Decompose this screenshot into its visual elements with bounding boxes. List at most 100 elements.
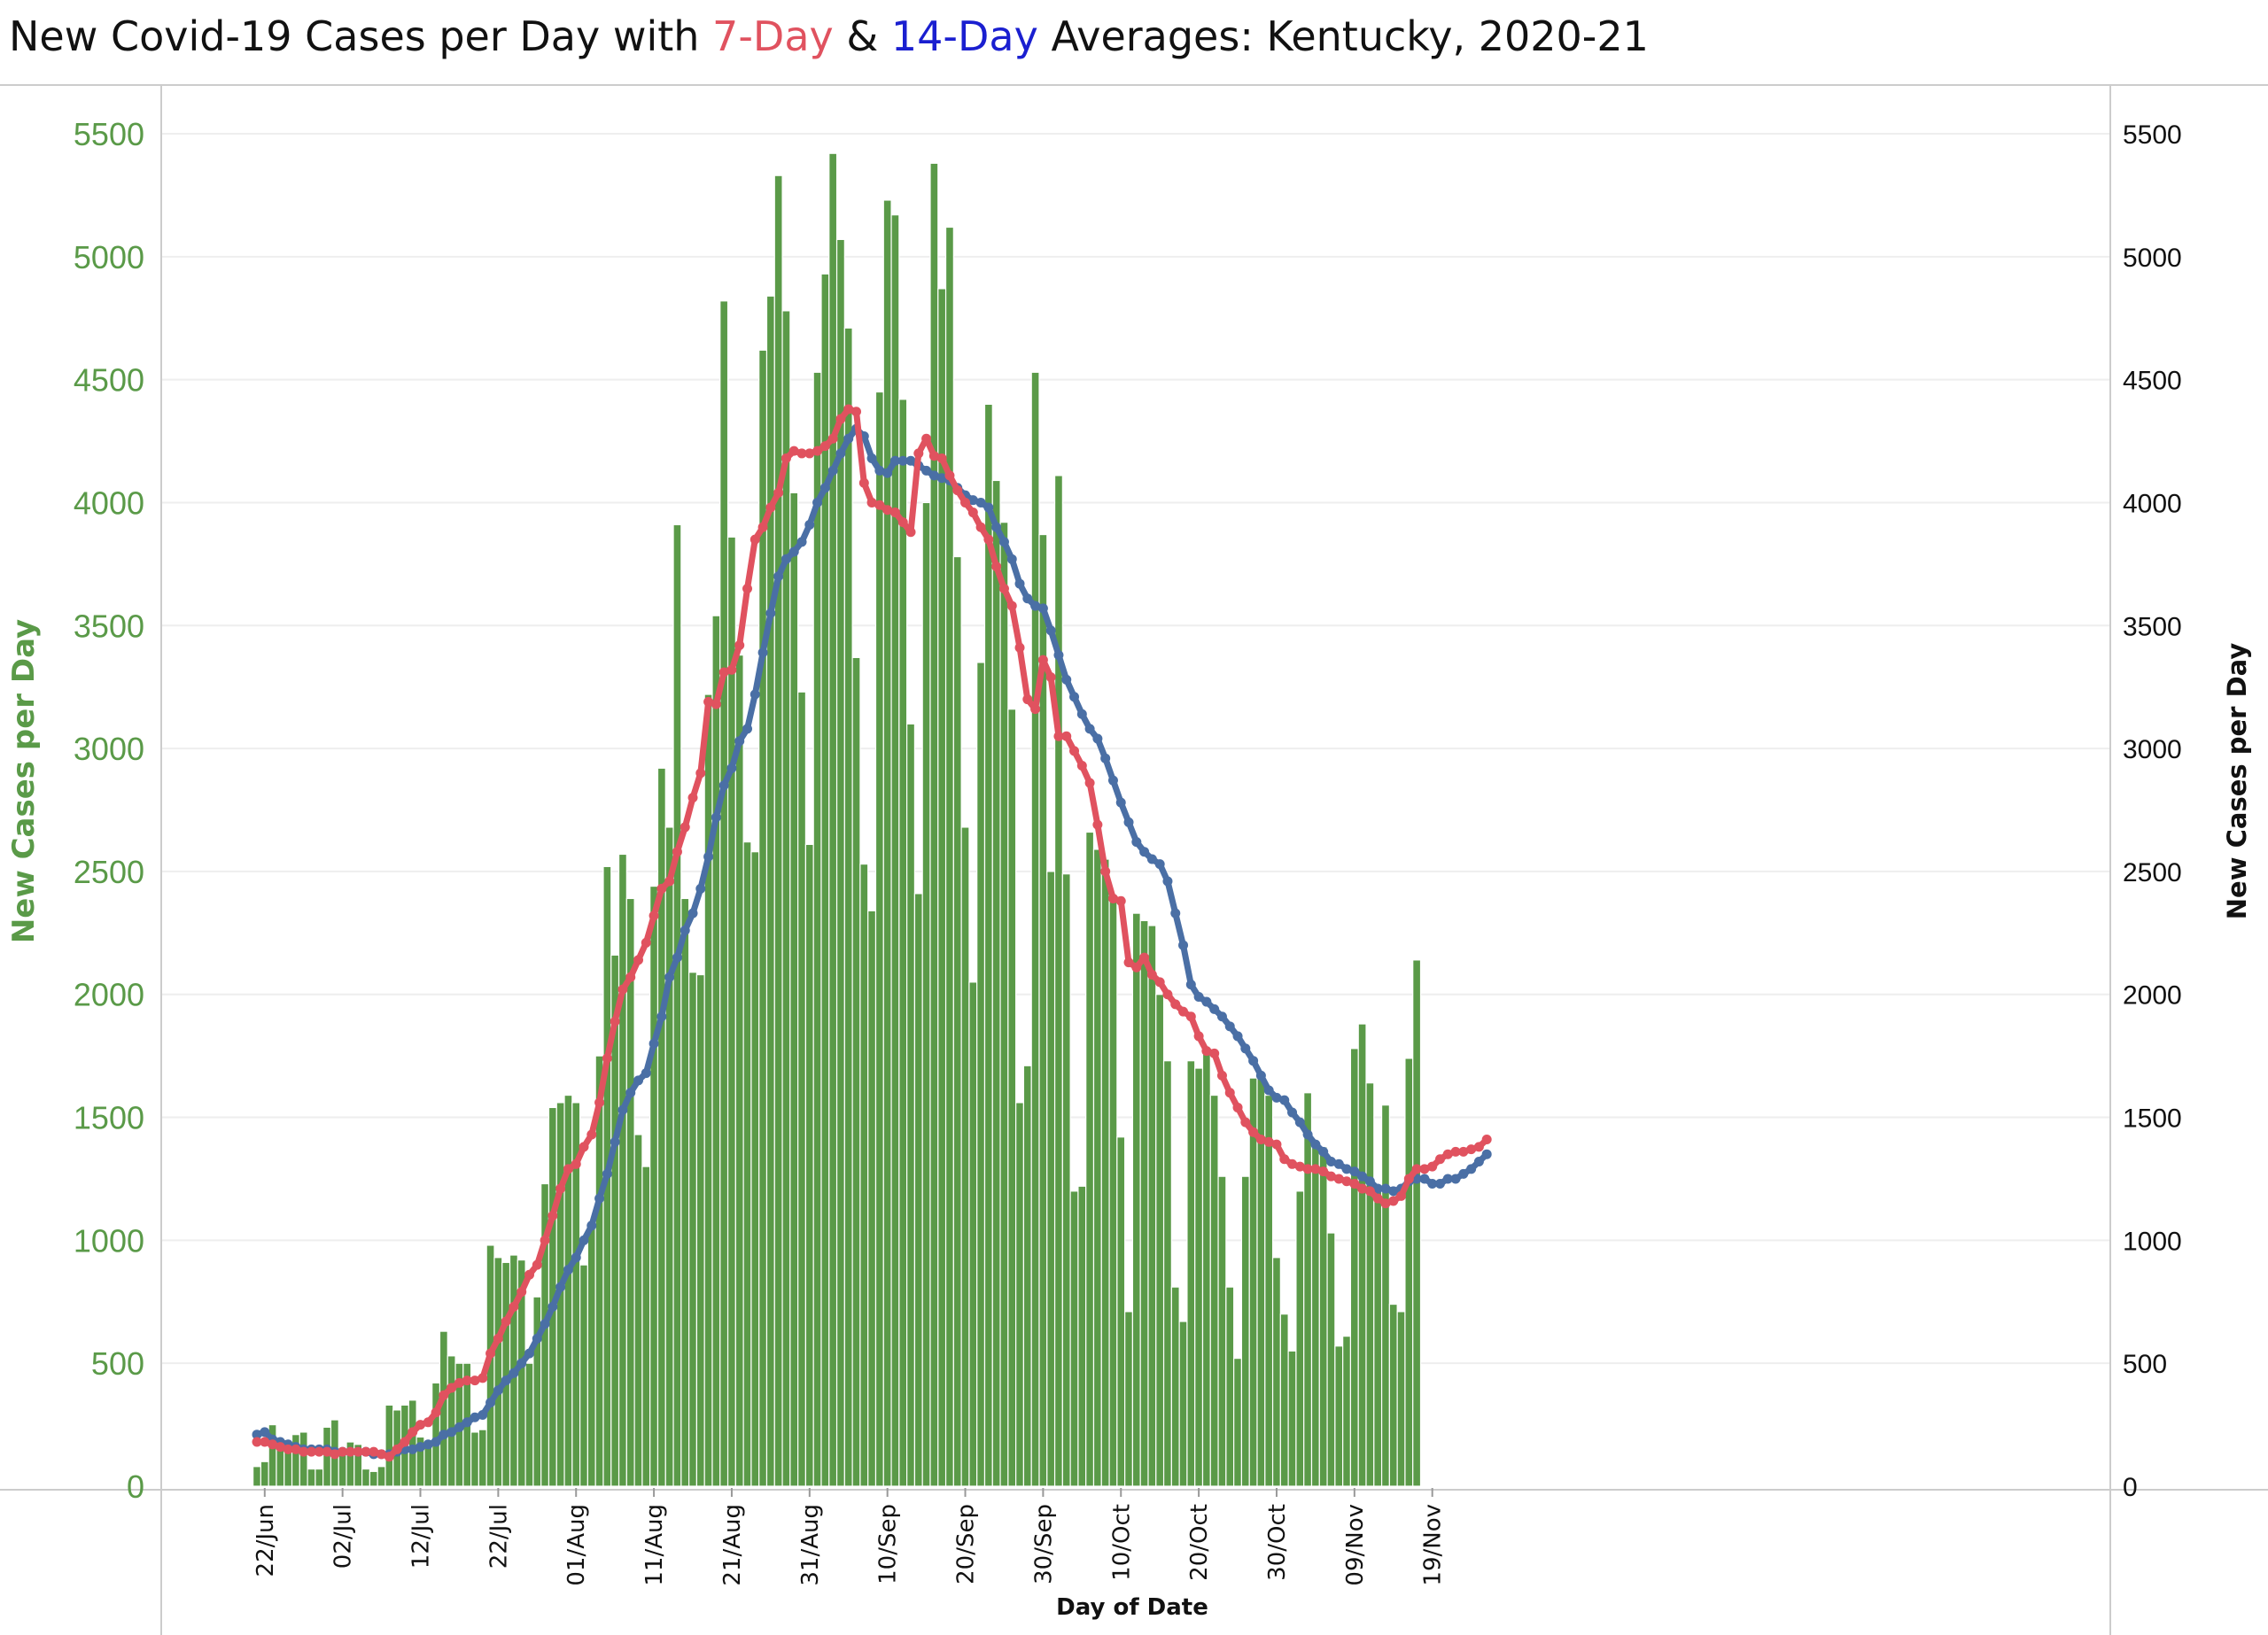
avg7-point xyxy=(1162,989,1173,1000)
avg7-point xyxy=(1030,704,1041,715)
bar xyxy=(906,723,916,1487)
avg7-point xyxy=(1318,1166,1329,1177)
avg14-point xyxy=(1185,980,1196,990)
avg7-point xyxy=(874,500,885,510)
left-axis: 0 500 1000 1500 2000 2500 3000 3500 4000 4500 5000… xyxy=(74,116,144,1505)
avg7-point xyxy=(1022,694,1033,705)
avg7-point xyxy=(1146,970,1157,980)
avg7-point xyxy=(1201,1046,1212,1057)
avg7-point xyxy=(1434,1154,1445,1165)
avg7-point xyxy=(617,984,628,995)
avg7-point xyxy=(314,1446,324,1457)
avg7-point xyxy=(478,1373,488,1383)
avg14-point xyxy=(796,537,807,547)
bar xyxy=(1373,1188,1383,1487)
avg7-point xyxy=(377,1449,387,1460)
bar xyxy=(773,174,783,1487)
bar xyxy=(447,1355,456,1487)
avg7-point xyxy=(532,1259,542,1270)
bar xyxy=(742,841,752,1487)
avg14-point xyxy=(773,571,784,582)
avg14-point xyxy=(1115,797,1126,808)
avg7-point xyxy=(1185,1011,1196,1022)
avg14-point xyxy=(1450,1174,1461,1184)
avg7-point xyxy=(1255,1135,1266,1145)
avg7-point xyxy=(1396,1190,1407,1201)
bar xyxy=(968,981,978,1487)
avg14-point xyxy=(1193,992,1204,1002)
avg14-point xyxy=(1287,1107,1298,1118)
avg7-point xyxy=(1216,1070,1227,1081)
avg14-point xyxy=(524,1348,535,1359)
avg14-point xyxy=(416,1442,426,1453)
avg14-point xyxy=(827,465,838,476)
avg7-point xyxy=(1388,1196,1399,1206)
bar xyxy=(983,403,993,1487)
avg7-point xyxy=(1481,1135,1492,1145)
x-tick-label: 22/Jun xyxy=(252,1504,279,1577)
x-tick-label: 20/Oct xyxy=(1186,1504,1213,1581)
right-tick-label: 1500 xyxy=(2123,1104,2182,1134)
bar xyxy=(1303,1092,1313,1487)
avg14-point xyxy=(602,1168,612,1179)
bar xyxy=(1092,848,1102,1487)
avg14-point xyxy=(788,546,799,557)
avg7-point xyxy=(540,1235,550,1245)
left-tick-label: 3000 xyxy=(74,731,144,767)
left-axis-title: New Cases per Day xyxy=(6,619,42,943)
avg14-point xyxy=(563,1265,573,1275)
bar xyxy=(851,656,861,1487)
bar xyxy=(1334,1345,1344,1487)
bar xyxy=(1007,709,1017,1487)
avg14-point xyxy=(1364,1176,1375,1187)
right-tick-label: 2000 xyxy=(2123,981,2182,1011)
bar xyxy=(299,1431,308,1487)
avg14-point xyxy=(485,1398,496,1408)
bar xyxy=(1271,1257,1281,1487)
avg7-point xyxy=(1248,1127,1259,1137)
avg14-point xyxy=(835,448,846,459)
avg7-point xyxy=(672,847,682,857)
bar xyxy=(408,1399,417,1487)
bar xyxy=(804,843,814,1487)
avg7-point xyxy=(447,1383,457,1393)
avg7-point xyxy=(548,1211,558,1221)
avg14-point xyxy=(991,522,1002,532)
avg7-point xyxy=(1458,1146,1469,1157)
avg7-point xyxy=(928,451,939,461)
avg7-point xyxy=(711,699,721,709)
avg14-point xyxy=(532,1333,542,1344)
bar xyxy=(944,226,954,1487)
bar xyxy=(641,1166,651,1487)
bar xyxy=(1100,858,1110,1487)
avg14-point xyxy=(1473,1157,1484,1167)
avg14-point xyxy=(967,495,978,506)
bar xyxy=(1388,1303,1398,1487)
avg7-point xyxy=(416,1420,426,1430)
bar xyxy=(1124,1311,1134,1487)
avg14-point xyxy=(866,453,877,463)
avg14-point xyxy=(695,883,706,894)
avg14-point xyxy=(711,812,721,823)
bar xyxy=(252,1466,261,1487)
left-tick-label: 5000 xyxy=(74,239,144,275)
bar xyxy=(1295,1190,1305,1487)
avg14-point xyxy=(734,736,745,747)
bar xyxy=(532,1296,542,1487)
title-14day: 14-Day xyxy=(890,12,1038,60)
x-tick-label: 10/Sep xyxy=(875,1504,902,1585)
bar xyxy=(750,851,760,1487)
avg14-point xyxy=(1388,1186,1399,1197)
bar xyxy=(1186,1060,1196,1487)
bar xyxy=(797,691,807,1487)
avg7-point xyxy=(936,453,947,463)
avg14-point xyxy=(812,497,823,508)
avg14-point xyxy=(1380,1183,1391,1194)
avg7-point xyxy=(827,433,838,444)
avg7-point xyxy=(944,470,955,481)
avg14-point xyxy=(1255,1070,1266,1081)
bar xyxy=(1326,1232,1336,1487)
bar xyxy=(1264,1094,1274,1487)
avg7-point xyxy=(1333,1174,1344,1184)
avg14-point xyxy=(1006,554,1017,564)
